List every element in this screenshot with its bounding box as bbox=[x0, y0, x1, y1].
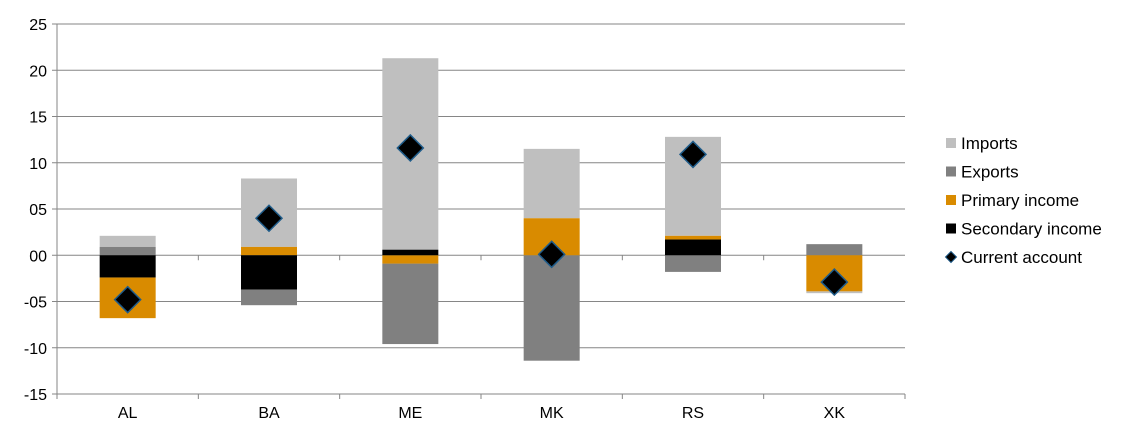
bar-primary-income bbox=[241, 246, 297, 256]
axes: -15 -10 -05 00 05 10 15 20 25 AL BA ME MK RS XK bbox=[24, 17, 906, 422]
y-tick-label: -05 bbox=[24, 295, 47, 312]
current-account-marker bbox=[537, 240, 566, 269]
x-tick-label: AL bbox=[118, 405, 138, 422]
bar-exports bbox=[241, 289, 297, 306]
bar-secondary-income bbox=[665, 239, 721, 256]
bar-exports bbox=[99, 246, 156, 256]
current-account-marker bbox=[820, 268, 849, 297]
legend-swatch bbox=[946, 223, 956, 234]
y-tick-label: 20 bbox=[29, 63, 47, 80]
bar-secondary-income bbox=[99, 255, 156, 278]
current-account-markers bbox=[113, 133, 849, 314]
legend-swatch bbox=[946, 166, 956, 177]
x-tick-label: ME bbox=[398, 405, 422, 422]
y-tick-label: 15 bbox=[29, 110, 47, 127]
bar-exports bbox=[382, 263, 439, 345]
bar-exports bbox=[806, 244, 863, 256]
current-account-marker bbox=[113, 285, 142, 314]
bar-primary-income bbox=[665, 235, 721, 240]
x-tick-label: BA bbox=[258, 405, 280, 422]
x-tick-label: XK bbox=[824, 405, 846, 422]
legend-label: Imports bbox=[961, 134, 1018, 153]
bar-exports bbox=[665, 255, 721, 272]
y-tick-label: 10 bbox=[29, 156, 47, 173]
bar-secondary-income bbox=[382, 249, 439, 256]
x-tick-label: RS bbox=[682, 405, 704, 422]
legend-swatch bbox=[946, 195, 956, 205]
bar-exports bbox=[523, 255, 580, 361]
legend-label: Secondary income bbox=[961, 220, 1102, 239]
bar-secondary-income bbox=[241, 255, 297, 290]
y-tick-label: 00 bbox=[29, 248, 47, 265]
current-account-marker bbox=[254, 204, 284, 233]
legend-label: Current account bbox=[961, 248, 1082, 267]
legend-label: Exports bbox=[961, 163, 1019, 182]
bar-imports bbox=[99, 235, 156, 247]
x-tick-label: MK bbox=[540, 405, 564, 422]
current-account-marker bbox=[678, 140, 708, 169]
y-tick-label: 25 bbox=[29, 17, 47, 34]
legend-label: Primary income bbox=[961, 191, 1079, 210]
y-tick-label: 05 bbox=[29, 202, 47, 219]
legend-swatch bbox=[946, 138, 956, 148]
gridlines bbox=[57, 23, 905, 395]
bar-imports bbox=[523, 148, 580, 219]
bar-primary-income bbox=[382, 255, 439, 264]
y-tick-label: -15 bbox=[24, 387, 47, 404]
y-tick-label: -10 bbox=[24, 341, 47, 358]
current-account-marker bbox=[396, 133, 425, 163]
legend-swatch bbox=[944, 250, 958, 264]
legend: Imports Exports Primary income Secondary in… bbox=[944, 134, 1102, 267]
